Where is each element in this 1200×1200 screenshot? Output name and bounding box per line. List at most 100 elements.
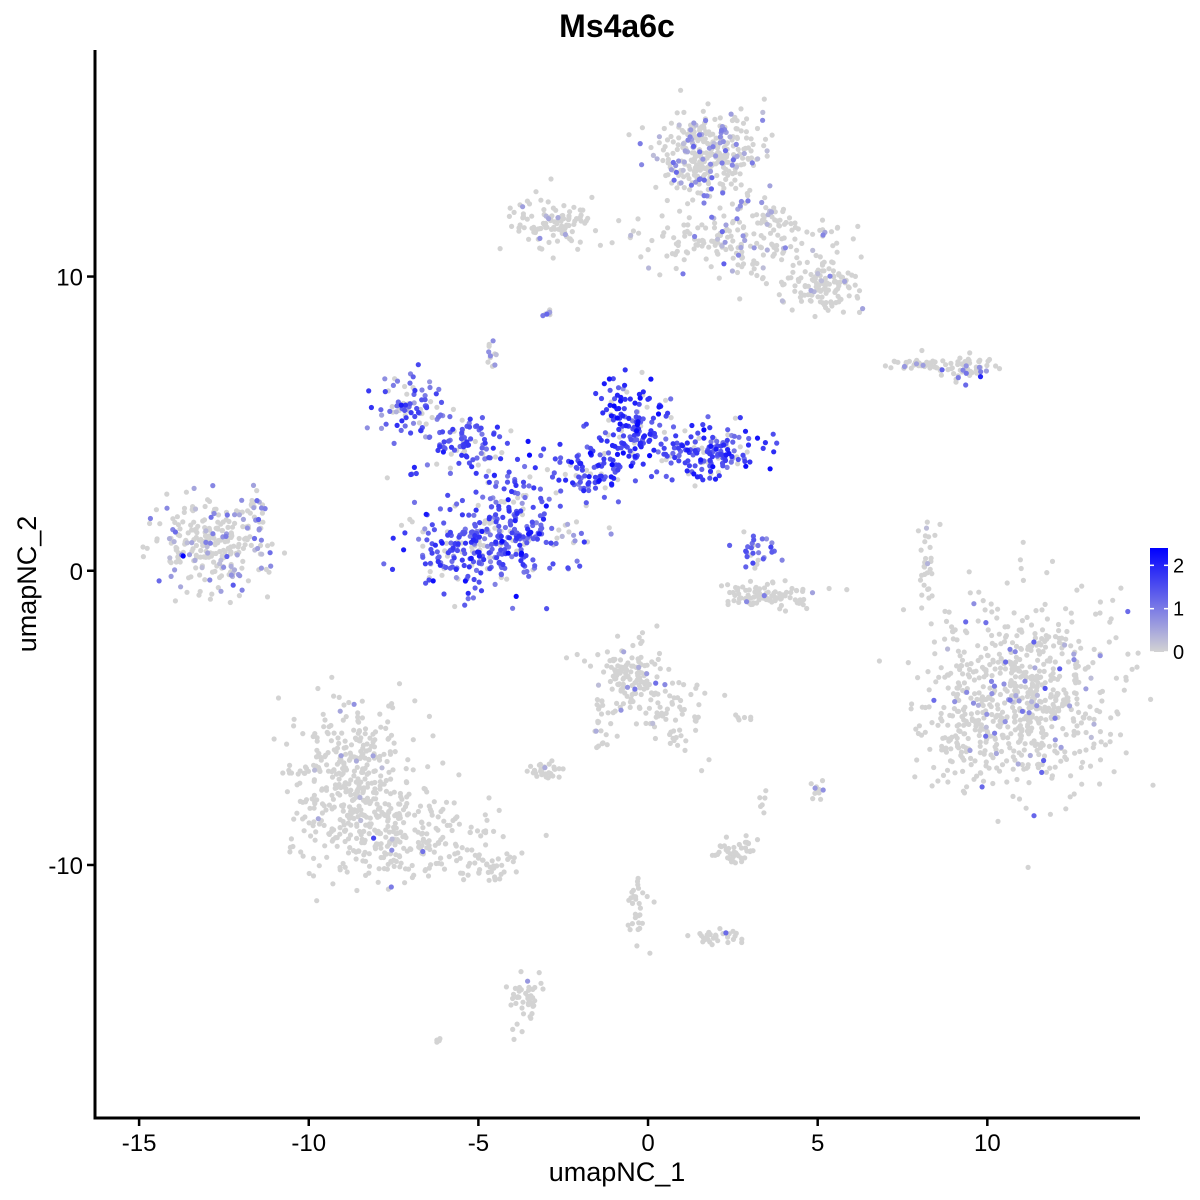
cell-point [337, 817, 343, 823]
cell-point [574, 558, 580, 564]
cell-point [1098, 739, 1104, 745]
cell-point [995, 659, 1001, 665]
cell-point [723, 176, 729, 182]
cell-point [817, 287, 823, 293]
cell-point [376, 866, 382, 872]
cell-point [645, 247, 651, 253]
cell-point [492, 454, 499, 460]
cell-point [430, 578, 436, 584]
cell-point [1003, 659, 1009, 665]
cell-point [484, 817, 490, 823]
cell-point [663, 172, 669, 179]
cell-point [1097, 757, 1104, 763]
cell-point [426, 713, 432, 720]
cell-point [654, 469, 660, 475]
cell-point [1078, 764, 1084, 771]
cell-point [681, 682, 687, 688]
cell-point [520, 999, 526, 1005]
cell-point [333, 771, 340, 777]
cell-point [929, 593, 935, 599]
cell-point [698, 457, 704, 463]
cell-point [686, 463, 693, 469]
cell-point [464, 439, 470, 445]
cell-point [717, 115, 723, 121]
cell-point [810, 796, 816, 802]
cell-point [756, 550, 762, 556]
cell-point [638, 444, 644, 450]
cell-point [263, 566, 269, 573]
cell-point [1052, 737, 1058, 743]
cell-point [427, 379, 433, 385]
cell-point [988, 601, 994, 607]
cell-point [998, 720, 1004, 727]
cell-point [392, 820, 398, 826]
cell-point [516, 994, 522, 1000]
cell-point [984, 711, 990, 717]
cell-point [560, 766, 566, 772]
cell-point [506, 535, 512, 541]
cell-point [1008, 683, 1014, 689]
cell-point [980, 709, 986, 716]
cell-point [664, 137, 671, 143]
cell-point [700, 108, 706, 114]
cell-point [984, 362, 990, 369]
cell-point [945, 685, 951, 691]
cell-point [754, 212, 760, 218]
cell-point [699, 466, 705, 472]
cell-point [727, 244, 734, 250]
cell-point [731, 844, 737, 851]
cell-point [820, 232, 826, 238]
cell-point [802, 269, 808, 275]
cell-point [443, 540, 449, 546]
cell-point [388, 858, 394, 864]
cell-point [1107, 619, 1113, 625]
cell-point [429, 812, 435, 818]
cell-point [385, 719, 391, 725]
cell-point [381, 866, 387, 872]
cell-point [435, 827, 441, 833]
cell-point [717, 134, 724, 140]
cell-point [648, 473, 655, 480]
cell-point [844, 587, 850, 593]
cell-point [375, 879, 381, 885]
cell-point [474, 828, 481, 834]
cell-point [549, 474, 556, 480]
cell-point [497, 246, 503, 252]
cell-point [402, 402, 409, 408]
cell-point [577, 239, 583, 245]
cell-point [567, 209, 573, 215]
cell-point [1016, 627, 1022, 633]
cell-point [1025, 762, 1031, 768]
cell-point [459, 557, 465, 563]
cell-point [353, 779, 359, 785]
cell-point [342, 780, 349, 786]
cell-point [723, 222, 729, 228]
cell-point [997, 665, 1004, 671]
cell-point [219, 528, 225, 534]
cell-point [601, 494, 608, 500]
cell-point [525, 438, 531, 444]
cell-point [319, 810, 325, 816]
cell-point [348, 822, 354, 828]
cell-point [1010, 754, 1016, 760]
cell-point [698, 162, 705, 168]
cell-point [788, 221, 794, 227]
cell-point [454, 814, 460, 820]
cell-point [833, 300, 839, 306]
cell-point [1079, 781, 1085, 787]
cell-point [431, 849, 437, 855]
cell-point [372, 779, 378, 786]
cell-point [627, 704, 633, 711]
cell-point [606, 376, 613, 382]
cell-point [676, 680, 682, 686]
cell-point [562, 231, 569, 238]
cell-point [375, 841, 381, 847]
cell-point [398, 427, 404, 433]
cell-point [999, 715, 1005, 721]
cell-point [731, 448, 737, 454]
cell-point [507, 205, 513, 211]
cell-point [456, 460, 462, 466]
cell-point [742, 845, 749, 851]
cell-point [262, 506, 268, 512]
cell-point [713, 135, 719, 141]
